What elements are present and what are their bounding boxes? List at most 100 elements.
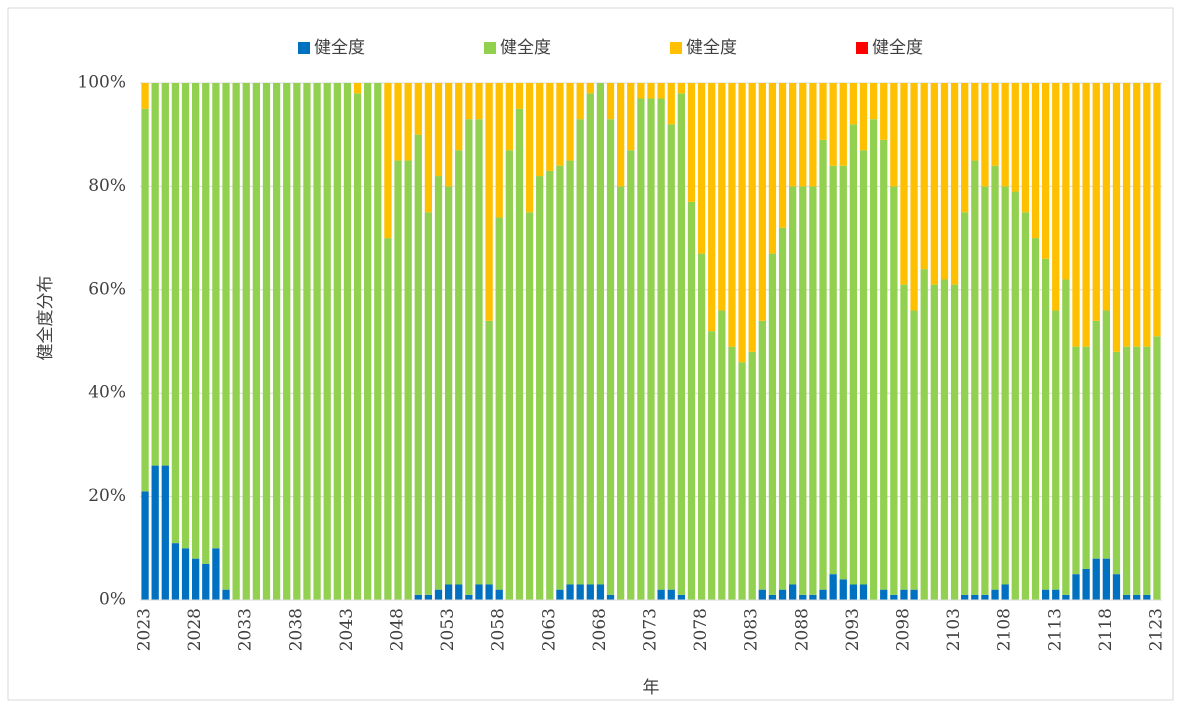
x-tick-label: 2068 [590, 608, 610, 651]
bar-segment [475, 584, 483, 600]
x-tick-label: 2108 [995, 608, 1015, 651]
bar-segment [637, 83, 645, 99]
bar-segment [495, 589, 503, 600]
bar-segment [1082, 568, 1090, 600]
bar-segment [829, 83, 837, 166]
bar-segment [455, 584, 463, 600]
bar-segment [192, 83, 200, 559]
bar-segment [789, 584, 797, 600]
legend-label: 健全度 [500, 38, 551, 58]
bar-segment [708, 331, 716, 600]
bar-segment [637, 98, 645, 600]
bar-segment [586, 83, 594, 94]
bar-segment [252, 83, 261, 600]
bar-segment [1062, 594, 1070, 600]
bar-segment [697, 83, 706, 254]
legend-label: 健全度 [872, 38, 923, 58]
bar-segment [1052, 589, 1060, 600]
bar-segment [981, 594, 989, 600]
bar-segment [1041, 258, 1050, 590]
bar-segment [940, 83, 949, 280]
bar-segment [900, 589, 908, 600]
y-tick-label: 60% [88, 279, 126, 299]
bar-segment [414, 134, 422, 595]
bar-segment [556, 165, 564, 590]
bar-segment [728, 83, 736, 347]
bar-segment [576, 83, 584, 120]
bar-segment [809, 83, 817, 187]
bar-segment [991, 83, 999, 166]
bar-segment [566, 160, 574, 585]
bar-segment [364, 83, 372, 600]
bar-segment [880, 83, 888, 140]
bar-segment [151, 465, 159, 600]
bar-segment [1062, 83, 1070, 280]
bar-segment [525, 83, 534, 213]
bar-segment [222, 589, 230, 600]
bar-segment [890, 594, 898, 600]
bar-segment [475, 119, 483, 585]
bar-segment [1133, 346, 1141, 595]
bar-segment [930, 284, 938, 600]
bar-segment [444, 584, 453, 600]
bar-segment [1001, 83, 1009, 187]
bar-segment [1143, 594, 1151, 600]
bar-segment [202, 83, 210, 564]
bar-segment [981, 186, 989, 595]
bar-segment [1153, 336, 1161, 600]
bar-segment [758, 589, 766, 600]
bar-segment [971, 83, 979, 161]
bar-segment [465, 119, 473, 595]
bar-segment [606, 83, 615, 120]
x-tick-label: 2073 [641, 608, 661, 651]
x-tick-label: 2093 [843, 608, 863, 651]
bar-segment [424, 83, 433, 213]
bar-segment [1122, 83, 1131, 347]
bar-segment [819, 589, 827, 600]
bar-segment [1021, 83, 1030, 213]
bar-segment [444, 83, 453, 187]
bar-segment [718, 83, 726, 311]
x-tick-label: 2058 [489, 608, 509, 651]
bar-segment [768, 83, 777, 254]
bar-segment [971, 594, 979, 600]
bar-segment [758, 83, 766, 321]
bar-segment [809, 594, 817, 600]
bar-segment [849, 83, 858, 125]
bar-segment [758, 320, 766, 590]
bar-segment [303, 83, 311, 600]
bar-segment [606, 594, 615, 600]
x-tick-label: 2023 [135, 608, 155, 651]
bar-segment [485, 584, 493, 600]
x-tick-label: 2098 [893, 608, 913, 651]
bar-segment [444, 186, 453, 585]
bar-segment [900, 284, 908, 590]
bar-segment [859, 83, 868, 151]
bar-segment [1153, 83, 1161, 337]
bar-segment [910, 310, 918, 590]
bar-segment [708, 83, 716, 332]
bar-segment [1072, 346, 1080, 575]
bar-segment [961, 212, 969, 595]
bar-segment [596, 584, 605, 600]
bar-segment [1092, 558, 1100, 600]
bar-segment [1082, 83, 1090, 347]
bar-segment [242, 83, 250, 600]
bar-segment [485, 83, 493, 321]
bar-segment [1102, 558, 1110, 600]
x-tick-label: 2048 [388, 608, 408, 651]
bar-segment [313, 83, 321, 600]
bar-segment [161, 83, 169, 466]
bar-segment [343, 83, 352, 600]
bar-segment [778, 83, 787, 228]
bar-segment [566, 83, 574, 161]
bar-segment [495, 217, 503, 590]
bar-segment [1143, 346, 1151, 595]
bar-segment [1031, 238, 1040, 600]
x-tick-label: 2083 [742, 608, 762, 651]
bar-segment [465, 83, 473, 120]
bar-segment [1122, 594, 1131, 600]
bar-segment [647, 98, 655, 600]
bar-segment [353, 93, 362, 600]
